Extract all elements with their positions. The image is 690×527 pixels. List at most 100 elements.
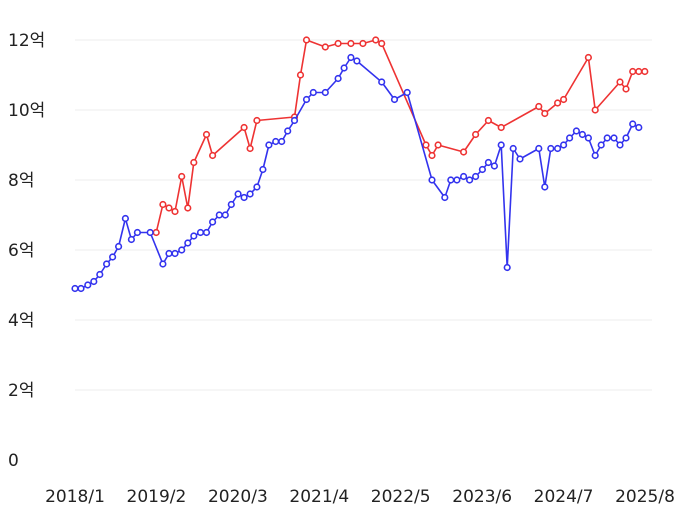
data-point	[165, 249, 173, 258]
data-point	[503, 263, 511, 272]
data-point	[215, 211, 223, 219]
y-tick-label: 6억	[8, 241, 34, 261]
data-point	[460, 148, 468, 156]
data-point	[340, 64, 348, 72]
series-1	[152, 36, 649, 237]
data-point	[422, 141, 430, 149]
data-point	[490, 162, 499, 170]
data-point	[610, 134, 618, 142]
y-axis-tick-labels: 0 2억 4억 6억 8억 10억 12억	[8, 31, 45, 471]
x-tick-label: 2019/2	[127, 487, 187, 507]
y-tick-label: 10억	[8, 101, 45, 121]
series-lines	[71, 36, 649, 293]
data-point	[347, 39, 355, 48]
data-point	[234, 190, 242, 198]
data-point	[284, 127, 292, 135]
data-point	[622, 134, 630, 142]
data-point	[447, 176, 455, 184]
data-point	[478, 165, 487, 174]
data-point	[84, 281, 92, 289]
data-point	[372, 36, 380, 44]
data-point	[472, 130, 480, 139]
data-point	[334, 39, 342, 48]
data-point	[77, 284, 85, 293]
data-point	[334, 74, 342, 83]
data-point	[202, 130, 211, 139]
data-point	[240, 193, 248, 202]
data-point	[184, 204, 192, 212]
data-point	[178, 172, 186, 181]
data-point	[635, 123, 643, 132]
data-point	[71, 284, 79, 293]
data-point	[559, 95, 568, 104]
data-point	[114, 242, 123, 251]
data-point	[165, 204, 173, 212]
data-point	[428, 176, 436, 184]
data-point	[159, 200, 167, 209]
data-point	[146, 228, 154, 237]
data-point	[565, 134, 574, 142]
data-point	[302, 95, 311, 104]
data-point	[453, 176, 461, 184]
data-point	[484, 116, 493, 125]
data-point	[240, 123, 248, 132]
data-point	[390, 95, 399, 104]
data-point	[497, 141, 505, 149]
data-point	[578, 130, 587, 139]
data-point	[509, 144, 517, 153]
data-point	[553, 144, 562, 153]
y-tick-label: 0	[8, 451, 19, 471]
data-point	[466, 176, 474, 184]
data-point	[302, 36, 311, 44]
x-tick-label: 2021/4	[289, 487, 349, 507]
data-point	[209, 151, 217, 160]
data-point	[278, 137, 286, 146]
y-tick-label: 12억	[8, 31, 45, 51]
data-point	[202, 228, 211, 237]
data-point	[253, 183, 261, 191]
data-point	[309, 88, 317, 97]
data-point	[535, 102, 543, 111]
data-point	[635, 67, 643, 76]
data-point	[296, 71, 305, 79]
data-point	[171, 207, 179, 216]
data-point	[246, 190, 254, 198]
data-point	[127, 235, 135, 244]
data-point	[497, 123, 505, 132]
data-point	[190, 158, 198, 167]
data-point	[171, 249, 179, 258]
data-point	[629, 120, 637, 128]
data-point	[547, 144, 555, 153]
data-point	[96, 270, 104, 279]
data-point	[584, 53, 593, 62]
data-point	[359, 39, 367, 48]
y-tick-label: 8억	[8, 171, 34, 191]
data-point	[622, 85, 630, 93]
data-point	[90, 277, 98, 286]
x-tick-label: 2020/3	[208, 487, 268, 507]
data-point	[321, 43, 329, 51]
x-tick-label: 2023/6	[452, 487, 512, 507]
data-point	[152, 228, 160, 237]
data-point	[629, 67, 637, 76]
data-point	[641, 67, 649, 76]
data-point	[591, 151, 599, 160]
data-point	[121, 214, 129, 223]
data-point	[484, 158, 493, 167]
data-point	[209, 218, 217, 226]
data-point	[460, 172, 468, 181]
data-point	[133, 228, 141, 237]
data-point	[290, 116, 299, 125]
x-tick-label: 2024/7	[534, 487, 594, 507]
data-point	[196, 228, 205, 237]
x-tick-label: 2025/8	[615, 487, 675, 507]
data-point	[591, 106, 599, 114]
gridlines	[75, 39, 652, 391]
data-point	[616, 141, 624, 149]
data-point	[441, 193, 449, 202]
data-point	[553, 99, 562, 107]
data-point	[603, 134, 611, 142]
data-point	[178, 246, 186, 254]
data-point	[516, 155, 524, 163]
